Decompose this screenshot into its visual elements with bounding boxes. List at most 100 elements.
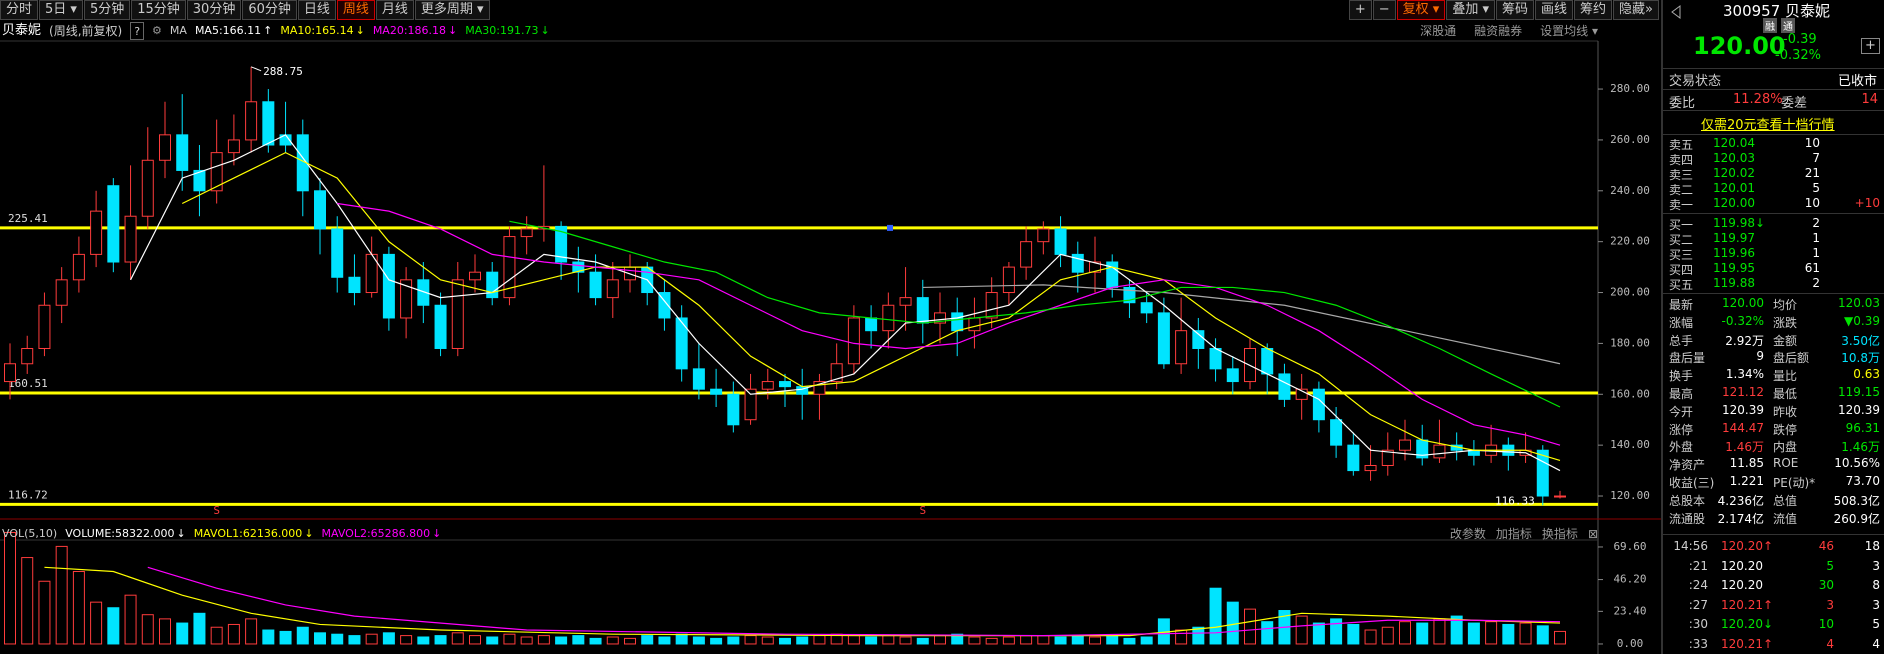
period-button[interactable]: 分时	[0, 0, 39, 20]
tool-button[interactable]: 隐藏»	[1613, 0, 1659, 20]
period-button[interactable]: 月线	[375, 0, 414, 20]
chart-link[interactable]: 深股通	[1420, 24, 1457, 38]
settings-icon[interactable]: ⚙	[152, 24, 162, 37]
volume-links: 改参数 加指标 换指标 ⊠	[1450, 525, 1598, 543]
back-arrow[interactable]	[1669, 4, 1683, 20]
volume-bar	[1244, 608, 1256, 645]
candle-body	[1226, 368, 1239, 383]
volume-bar	[245, 618, 258, 645]
mavol-line	[44, 566, 1561, 637]
book-label: 买一	[1669, 218, 1694, 232]
book-label: 买四	[1669, 263, 1694, 277]
volume-bar	[1502, 623, 1515, 645]
book-change: +10	[1854, 196, 1880, 210]
promo-link: 仅需20元查看十档行情	[1701, 118, 1835, 133]
price-change-pct: -0.32%	[1775, 48, 1821, 63]
separator	[1663, 110, 1884, 111]
tick-price: 120.20↓	[1721, 617, 1774, 631]
low-annotation: 116.33	[1495, 494, 1535, 507]
period-label: (周线,前复权)	[49, 24, 123, 38]
volume-bar	[1554, 630, 1566, 645]
volume-bar	[555, 636, 568, 645]
tick-price: 120.21↑	[1721, 636, 1774, 651]
y-tick-label: 46.20	[1613, 573, 1646, 586]
period-button[interactable]: 周线	[336, 0, 375, 20]
ratio-value: 11.28%	[1733, 92, 1783, 107]
volume-bar	[899, 636, 912, 645]
candle-body	[934, 312, 946, 324]
tool-button[interactable]: 叠加 ▾	[1446, 0, 1495, 20]
stat-label: 总股本	[1669, 493, 1706, 508]
stat-value: 120.39	[1838, 402, 1880, 417]
y-tick-label: 240.00	[1610, 184, 1650, 197]
volume-bar	[1089, 636, 1101, 645]
tick-price: 120.21↑	[1721, 597, 1774, 612]
stat-label: 净资产	[1669, 458, 1706, 473]
candle-body	[55, 279, 68, 306]
period-button[interactable]: 60分钟	[242, 0, 297, 20]
volume-bar	[624, 637, 636, 645]
high-annotation: 288.75	[263, 65, 303, 78]
volume-bar	[1192, 626, 1205, 645]
tool-button[interactable]: +	[1348, 0, 1372, 20]
candle-body	[1192, 330, 1205, 349]
reference-line	[922, 284, 1561, 365]
candle-body	[227, 139, 240, 154]
indicator-link[interactable]: ⊠	[1587, 527, 1598, 541]
candle-body	[606, 279, 619, 299]
candle-body	[572, 261, 585, 273]
period-button[interactable]: 更多周期 ▾	[414, 0, 490, 20]
tool-button[interactable]: 画线	[1535, 0, 1574, 20]
volume-bar	[692, 636, 705, 645]
volume-bar	[779, 637, 791, 645]
stat-value: 10.56%	[1834, 456, 1880, 471]
period-button[interactable]: 15分钟	[131, 0, 186, 20]
chart-link[interactable]: 设置均线 ▾	[1540, 24, 1598, 38]
candle-body	[658, 292, 671, 319]
stat-label: 金额	[1773, 333, 1798, 348]
candle-body	[434, 304, 447, 349]
period-button[interactable]: 日线	[297, 0, 336, 20]
volume-bar	[1175, 629, 1188, 645]
indicator-link[interactable]: 加指标	[1495, 527, 1532, 541]
indicator-link[interactable]: 换指标	[1541, 527, 1578, 541]
book-volume: 1	[1812, 246, 1820, 260]
tick-count: 3	[1872, 597, 1880, 612]
stat-label: 内盘	[1773, 440, 1798, 455]
candle-body	[1295, 388, 1308, 400]
trend-arrow: ↓	[176, 527, 186, 540]
period-button[interactable]: 5日 ▾	[39, 0, 83, 20]
candle-body	[296, 134, 309, 192]
trend-arrow: ↓	[432, 527, 442, 540]
tick-count: 8	[1872, 578, 1880, 592]
chart-link[interactable]: 融资融券	[1474, 24, 1523, 38]
candle-body	[486, 271, 499, 299]
volume-bar	[279, 630, 292, 645]
volume-bar	[1364, 629, 1377, 645]
tool-button[interactable]: 筹码	[1495, 0, 1534, 20]
help-icon[interactable]: ?	[130, 22, 145, 40]
stat-label: 外盘	[1669, 440, 1694, 455]
book-price: 119.88	[1713, 276, 1755, 290]
tool-button[interactable]: −	[1372, 0, 1396, 20]
ma-line	[337, 202, 1561, 446]
tool-button[interactable]: 复权 ▾	[1396, 0, 1446, 20]
indicator-link[interactable]: 改参数	[1449, 527, 1486, 541]
y-tick-label: 200.00	[1610, 286, 1650, 299]
book-volume: 1	[1812, 231, 1820, 245]
candle-body	[710, 388, 723, 395]
period-button[interactable]: 30分钟	[186, 0, 242, 20]
candle-body	[331, 228, 344, 278]
volume-bar	[572, 635, 585, 645]
tool-button[interactable]: 筹约	[1574, 0, 1613, 20]
stat-label: 均价	[1773, 298, 1798, 312]
period-button[interactable]: 5分钟	[83, 0, 131, 20]
stat-value: 11.85	[1729, 456, 1764, 471]
volume-bar	[1002, 636, 1015, 645]
trend-arrow: ↑	[263, 24, 273, 37]
stat-label: 涨跌	[1773, 315, 1798, 330]
candle-body	[1037, 228, 1050, 243]
tick-count: 4	[1872, 636, 1880, 651]
book-price: 119.96	[1713, 246, 1755, 260]
